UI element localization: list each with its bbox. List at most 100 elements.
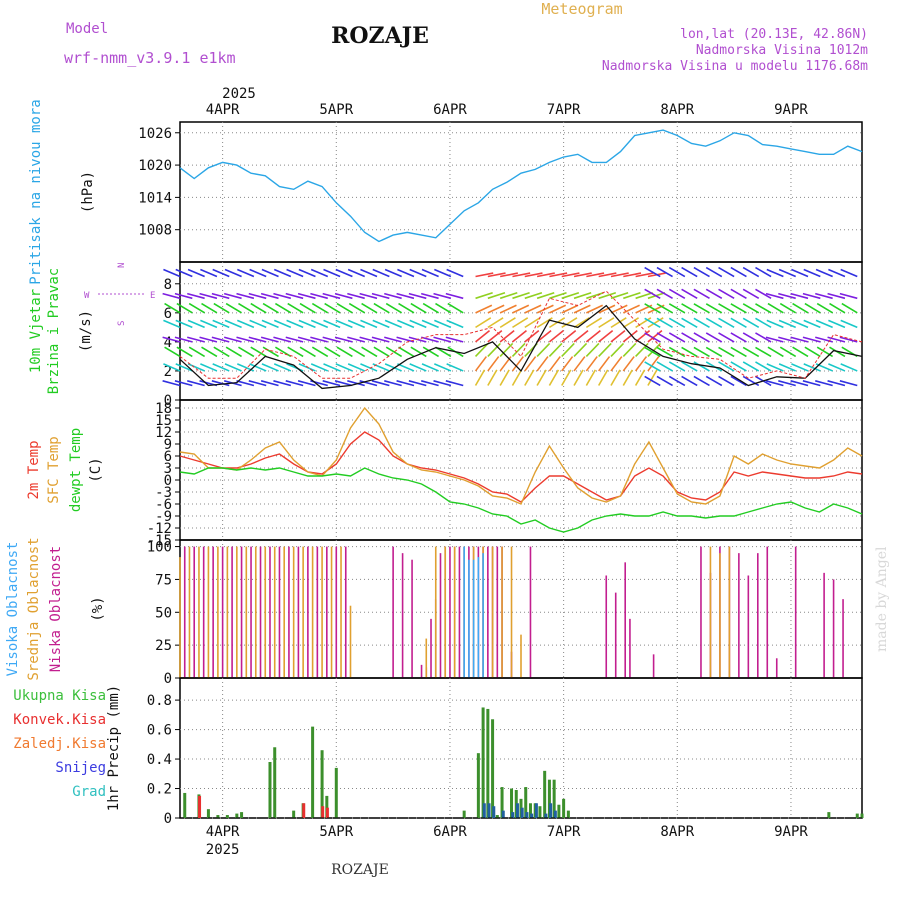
wind-arrow: [371, 336, 390, 343]
wind-arrow: [499, 304, 517, 314]
wind-arrow: [175, 363, 193, 372]
wind-arrow: [287, 346, 304, 358]
wind-arrow: [487, 356, 500, 372]
wind-arrow: [585, 356, 598, 372]
wind-arrow: [360, 268, 378, 278]
wind-arrow: [475, 291, 493, 300]
wind-arrow: [839, 380, 858, 387]
wind-arrow: [187, 268, 205, 278]
precip-bar: [510, 788, 514, 818]
wind-arrow: [420, 292, 439, 300]
wind-arrow: [536, 272, 555, 278]
wind-arrow: [681, 361, 698, 372]
wind-arrow: [644, 288, 661, 300]
wind-arrow: [647, 369, 658, 386]
wind-arrow: [371, 380, 390, 387]
wind-speed-line: [179, 290, 863, 379]
wind-arrow: [475, 329, 491, 343]
wind-arrow: [397, 363, 415, 372]
precip-bar: [486, 708, 490, 818]
wind-arrow: [261, 268, 279, 278]
wind-arrow: [778, 363, 797, 372]
wind-arrow: [447, 302, 464, 314]
precip-bar: [520, 807, 524, 818]
wind-arrow: [335, 363, 353, 372]
wind-arrow: [778, 268, 797, 278]
panel-frame: [179, 399, 863, 541]
wind-arrow: [816, 302, 834, 314]
wind-arrow: [162, 380, 181, 387]
wind-arrow: [802, 380, 821, 387]
wind-arrow: [347, 380, 365, 387]
axis-label: SFC Temp: [46, 436, 62, 503]
wind-arrow: [524, 304, 542, 314]
wind-arrow: [187, 380, 205, 387]
wind-arrow: [779, 346, 797, 358]
wind-arrow: [791, 319, 809, 329]
y-tick-label: 1020: [138, 158, 172, 174]
wind-arrow: [237, 319, 255, 329]
wind-arrow: [840, 363, 858, 372]
wind-arrow: [285, 380, 304, 387]
wind-arrow: [524, 356, 537, 372]
wind-arrow: [174, 380, 193, 387]
wind-arrow: [730, 361, 747, 372]
wind-arrow: [705, 375, 723, 387]
wind-arrow: [237, 268, 255, 278]
year-bottom: 2025: [206, 842, 240, 858]
wind-arrow: [348, 346, 366, 358]
wind-arrow: [323, 363, 341, 372]
wind-arrow: [487, 272, 506, 278]
wind-arrow: [742, 303, 760, 314]
wind-arrow: [163, 268, 181, 278]
wind-arrow: [421, 363, 439, 372]
precip-bar: [501, 810, 505, 818]
wind-arrow: [499, 342, 514, 357]
precip-bar: [547, 779, 551, 818]
wind-arrow: [718, 317, 735, 329]
wind-arrow: [610, 329, 626, 343]
wind-arrow: [397, 319, 415, 329]
y-tick-label: 6: [164, 449, 172, 465]
wind-arrow: [511, 342, 526, 357]
wind-arrow: [211, 380, 230, 387]
wind-arrow: [445, 292, 464, 300]
wind-arrow: [336, 302, 353, 314]
wind-arrow: [598, 304, 616, 314]
wind-arrow: [322, 292, 341, 300]
wind-arrow: [841, 302, 858, 314]
wind-arrow: [421, 319, 439, 329]
wind-arrow: [188, 302, 206, 314]
wind-arrow: [561, 342, 575, 357]
wind-arrow: [644, 346, 661, 358]
axis-label: (hPa): [80, 171, 96, 213]
axis-label: 10m Vjetar: [28, 289, 44, 373]
wind-arrow: [573, 342, 588, 357]
wind-arrow: [705, 361, 723, 372]
year-top: 2025: [222, 86, 256, 102]
precip-bar: [235, 813, 239, 818]
wind-arrow: [211, 292, 230, 300]
wind-arrow: [765, 380, 784, 387]
wind-arrow: [647, 356, 660, 372]
wind-arrow: [644, 375, 661, 387]
wind-arrow: [635, 317, 652, 329]
wind-arrow: [742, 317, 760, 329]
wind-arrow: [536, 342, 551, 357]
wind-arrow: [561, 356, 574, 372]
precip-bar: [216, 815, 220, 818]
wind-arrow: [839, 336, 858, 343]
y-tick-label: 4: [164, 335, 172, 351]
wind-arrow: [433, 292, 452, 300]
wind-arrow: [187, 319, 205, 329]
day-label-bottom: 5APR: [319, 824, 353, 840]
wind-arrow: [705, 303, 723, 314]
precip-bar: [487, 803, 491, 818]
wind-arrow: [398, 346, 415, 358]
wind-arrow: [373, 346, 390, 358]
wind-arrow: [644, 317, 661, 329]
footer-label: ROZAJE: [331, 862, 389, 878]
wind-arrow: [644, 303, 661, 314]
wind-arrow: [561, 304, 579, 314]
wind-arrow: [511, 329, 527, 343]
